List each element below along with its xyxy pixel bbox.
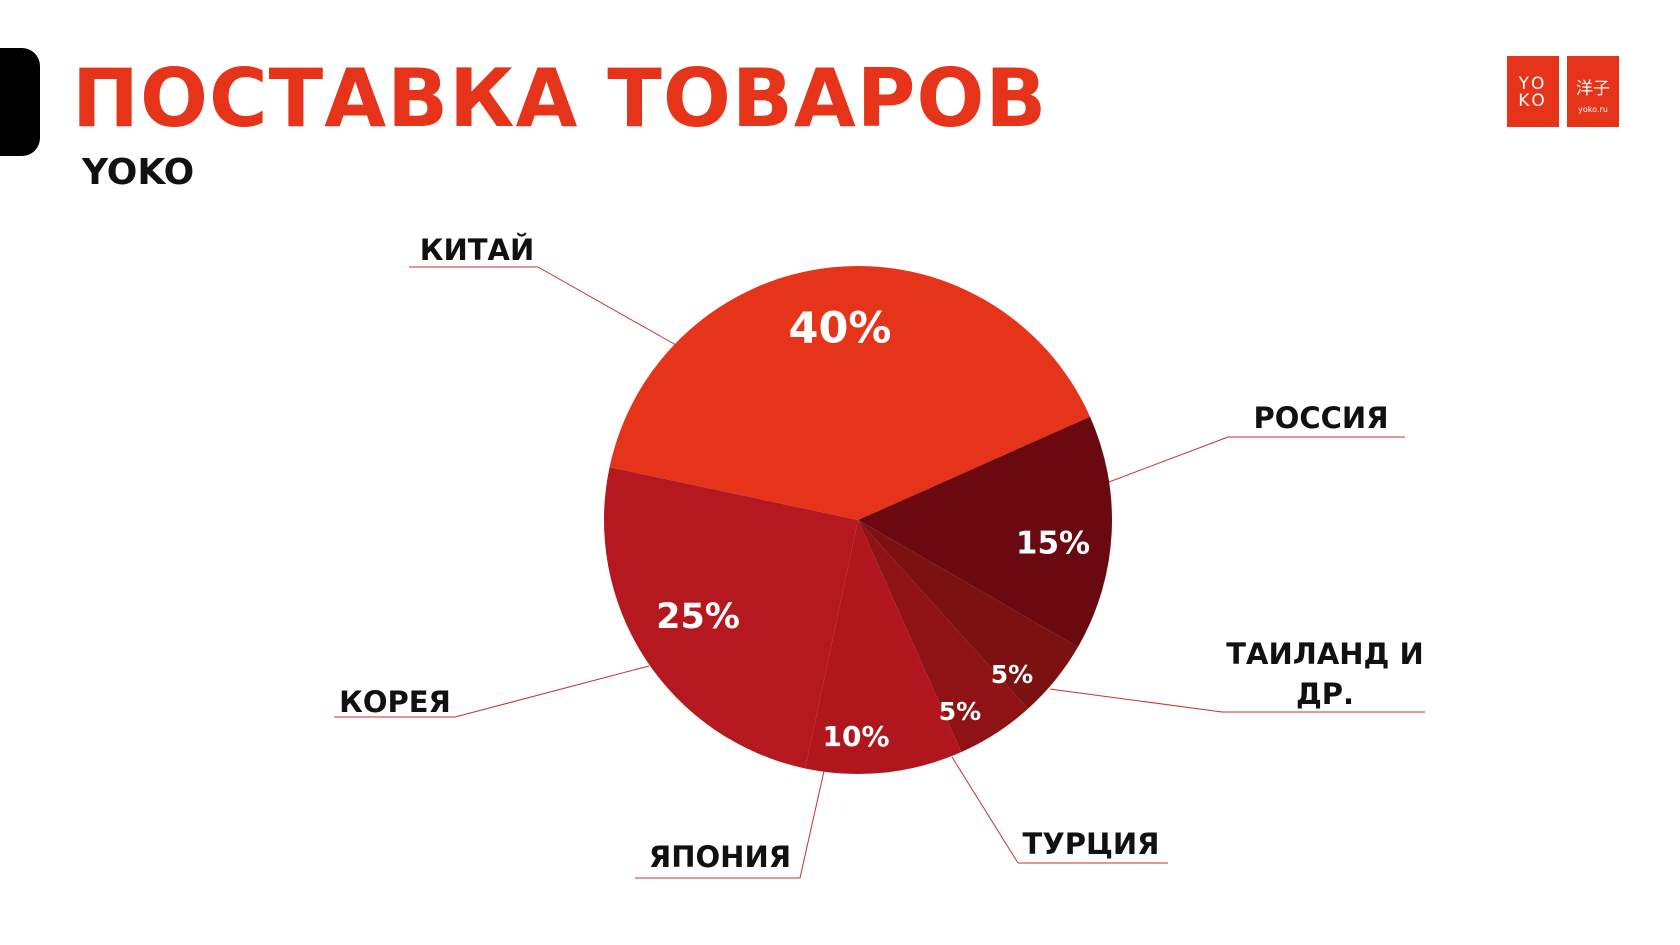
category-label: КОРЕЯ xyxy=(339,685,451,719)
pie-slice xyxy=(858,520,1028,753)
pie-slice xyxy=(609,266,1091,520)
category-label: ТАИЛАНД И ДР. xyxy=(1226,637,1424,711)
value-label: 5% xyxy=(991,660,1033,689)
pie-slice xyxy=(858,520,1078,709)
category-label: ТУРЦИЯ xyxy=(1022,827,1160,861)
subtitle: YOKO xyxy=(82,152,195,193)
pie-slice xyxy=(604,467,858,769)
pie-slice xyxy=(805,520,962,774)
leader-line xyxy=(799,770,825,879)
value-label: 5% xyxy=(939,697,981,726)
value-label: 15% xyxy=(1016,526,1090,562)
category-label: КИТАЙ xyxy=(419,233,535,267)
pie-slice xyxy=(858,416,1113,647)
logo-kanji: 洋子 xyxy=(1576,79,1610,99)
category-label: РОССИЯ xyxy=(1253,401,1389,435)
value-label: 40% xyxy=(789,304,892,354)
logo: 洋子 yoko.ru xyxy=(1567,56,1619,127)
logo-site: yoko.ru xyxy=(1578,105,1608,114)
value-label: 10% xyxy=(822,720,889,753)
logo: YO KO xyxy=(1507,56,1559,127)
title: ПОСТАВКА ТОВАРОВ xyxy=(72,52,1048,145)
leader-line xyxy=(537,266,677,346)
leader-line xyxy=(1049,688,1223,713)
value-label: 25% xyxy=(656,597,740,637)
leader-line xyxy=(1108,436,1229,483)
leader-line xyxy=(951,756,1019,864)
category-label: ЯПОНИЯ xyxy=(648,840,792,874)
leader-line xyxy=(454,665,650,718)
side-tab xyxy=(0,48,40,156)
